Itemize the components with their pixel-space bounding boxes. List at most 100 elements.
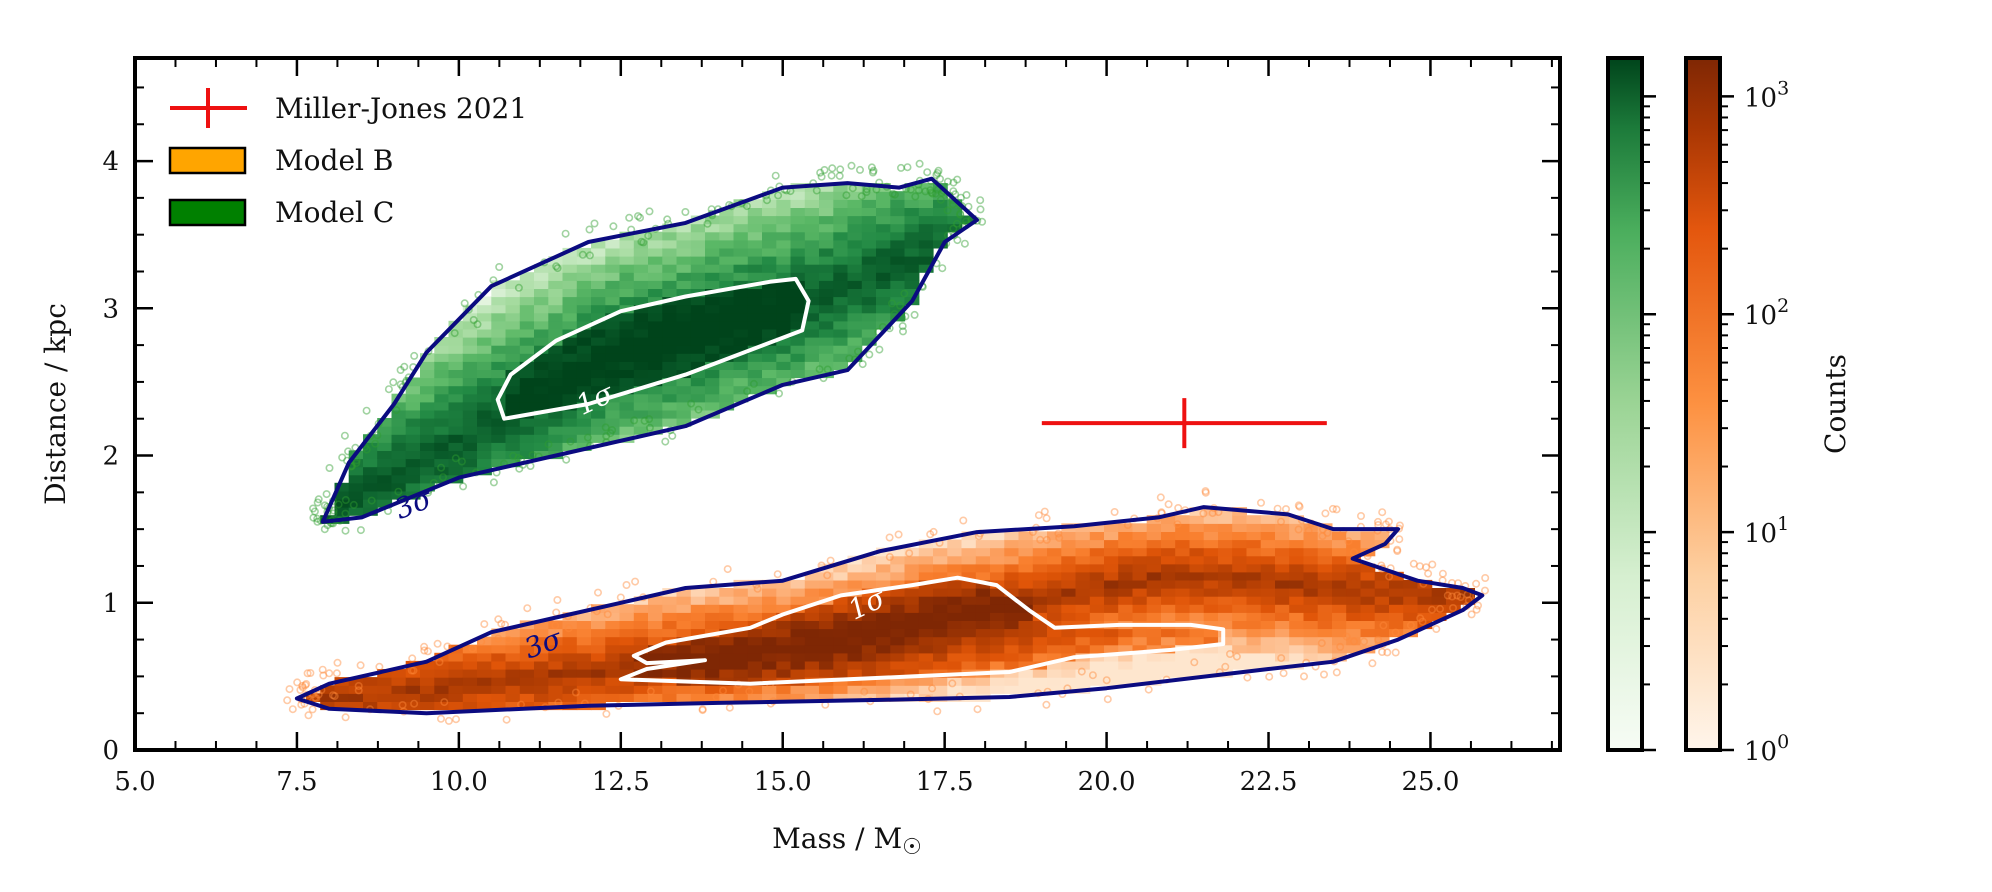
density-cell [747,272,763,281]
outlier-point [1393,546,1402,555]
density-cell [591,434,606,443]
density-cell [334,482,350,492]
density-cell [534,660,549,670]
density-cell [933,636,948,646]
density-cell [847,272,863,281]
density-cell [719,256,735,265]
density-cell [1104,612,1119,621]
density-cell [519,693,535,702]
outlier-point [1243,673,1252,682]
density-cell [904,620,920,630]
density-cell [947,596,963,605]
density-cell [790,223,806,233]
outlier-point [978,217,987,226]
colorbar-model-c-fill [1606,56,1644,752]
density-cell [348,474,364,484]
density-cell [477,304,492,314]
density-cell [633,418,649,427]
density-cell [918,215,934,225]
outlier-point [341,495,350,504]
density-cell [1332,652,1347,662]
outlier-point [953,175,962,184]
outlier-point [509,451,518,460]
density-cell [961,612,977,621]
density-cell [1132,612,1148,621]
outlier-point [914,186,923,195]
outlier-point [762,196,771,205]
outlier-point [943,177,952,186]
density-cell [676,256,692,265]
density-cell [961,579,977,589]
density-cell [790,272,806,281]
density-cell [548,377,564,387]
density-cell [804,328,820,338]
density-cell [591,264,606,273]
outlier-point [457,457,466,466]
density-cell [619,345,635,354]
density-cell [619,369,635,379]
outlier-point [1428,605,1437,614]
density-cell [776,247,792,257]
density-cell [1061,669,1077,678]
density-cell [833,669,849,678]
density-cell [662,272,678,281]
density-cell [1146,547,1162,557]
density-cell [491,296,507,306]
density-cell [534,701,549,711]
density-cell [1032,644,1048,654]
density-cell [1203,596,1219,605]
density-cell [733,588,749,597]
density-cell [462,377,478,387]
density-cell [1218,579,1233,589]
density-cell [420,409,435,419]
outlier-point [450,329,459,338]
density-cell [876,256,891,265]
density-cell [1360,620,1376,630]
density-cell [434,442,450,451]
density-cell [719,588,735,597]
density-cell [1004,636,1020,646]
density-cell [1004,588,1020,597]
density-cell [434,409,450,419]
density-cell [363,693,378,702]
density-cell [904,207,920,217]
density-cell [705,377,720,387]
density-cell [762,288,777,298]
density-cell [562,369,578,379]
density-cell [662,328,678,338]
density-cell [790,312,806,322]
density-cell [890,304,906,314]
density-cell [1389,612,1404,621]
density-cell [1232,636,1247,646]
density-cell [1047,579,1062,589]
density-cell [762,247,777,257]
density-cell [819,628,834,638]
density-cell [876,620,891,630]
outlier-point [1317,639,1326,648]
density-cell [690,247,706,257]
density-cell [462,312,478,322]
density-cell [448,669,464,678]
density-cell [847,280,863,289]
density-cell [975,636,991,646]
density-cell [662,312,678,322]
density-cell [648,247,663,257]
density-cell [819,345,834,354]
density-cell [548,409,564,419]
density-cell [1203,507,1219,516]
outlier-point [314,690,323,699]
outlier-point [698,705,707,714]
density-cell [633,272,649,281]
density-cell [890,264,906,273]
density-cell [591,393,606,403]
density-cell [363,507,378,516]
outlier-point [639,238,648,247]
density-cell [847,345,863,354]
density-cell [462,393,478,403]
outlier-point [894,530,903,539]
density-cell [633,320,649,330]
density-cell [776,644,792,654]
density-cell [790,353,806,362]
density-cell [633,426,649,435]
